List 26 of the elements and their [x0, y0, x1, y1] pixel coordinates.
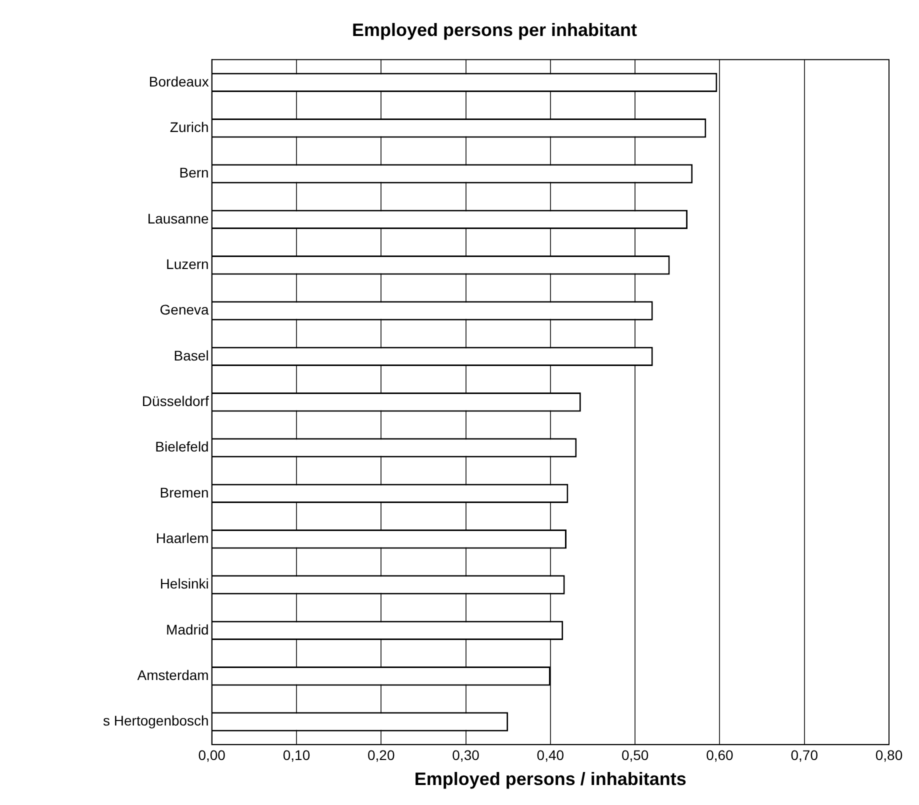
y-tick-label: Amsterdam [137, 666, 209, 683]
y-tick-label: Luzern [166, 256, 209, 272]
x-tick-label: 0,60 [706, 746, 734, 763]
y-tick-label: Madrid [166, 621, 209, 638]
x-tick-label: 0,00 [198, 746, 226, 763]
x-tick-label: 0,10 [282, 746, 310, 763]
x-tick-label: 0,50 [621, 746, 649, 763]
y-tick-label: Lausanne [147, 210, 210, 226]
x-tick-label: 0,20 [368, 746, 395, 763]
y-tick-label: Basel [174, 347, 209, 364]
chart-title: Employed persons per inhabitant [352, 20, 638, 40]
x-tick-label: 0,80 [875, 746, 903, 763]
x-tick-label: 0,40 [536, 746, 564, 763]
y-tick-label: Bordeaux [148, 73, 209, 90]
y-tick-label: Bern [179, 164, 209, 181]
y-tick-label: s Hertogenbosch [102, 712, 209, 729]
y-tick-label: Helsinki [160, 576, 209, 592]
x-tick-label: 0,30 [452, 746, 480, 763]
y-tick-label: Geneva [160, 302, 210, 318]
x-tick-label: 0,70 [790, 746, 818, 763]
y-tick-label: Bremen [160, 484, 209, 500]
y-tick-label: Haarlem [156, 530, 209, 546]
y-tick-label: Zurich [170, 118, 209, 135]
x-axis-title: Employed persons / inhabitants [414, 769, 686, 790]
y-tick-label: Bielefeld [155, 438, 209, 455]
y-tick-label: Düsseldorf [142, 392, 209, 409]
